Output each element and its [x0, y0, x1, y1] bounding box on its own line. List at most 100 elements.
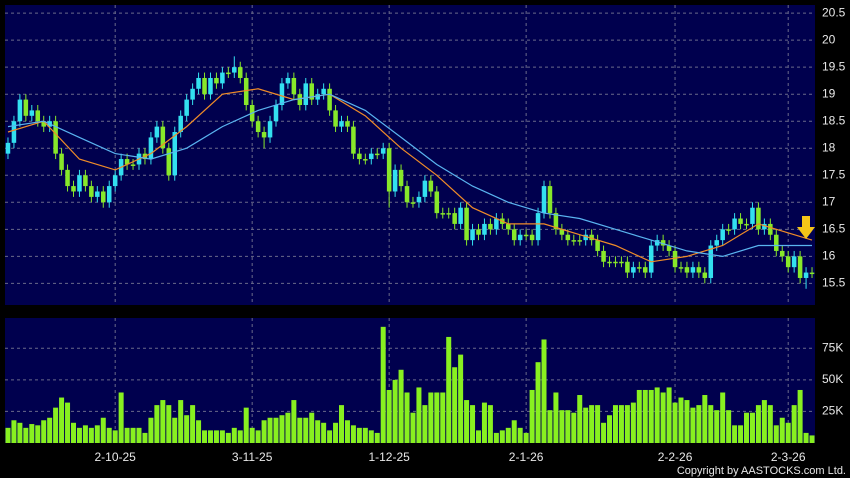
- volume-bar: [702, 395, 708, 443]
- candle-body: [446, 213, 451, 215]
- volume-bar: [714, 410, 720, 443]
- candle-body: [660, 240, 666, 246]
- volume-bar: [535, 362, 541, 443]
- volume-bar: [237, 430, 243, 443]
- volume-bar: [726, 410, 732, 443]
- volume-bar: [124, 427, 130, 443]
- volume-bar: [368, 430, 374, 443]
- volume-bar: [452, 367, 458, 443]
- volume-bar: [678, 397, 684, 443]
- volume-bar: [374, 432, 380, 443]
- candle-body: [631, 267, 636, 273]
- candle-body: [297, 94, 303, 105]
- y-tick-label: 18.5: [822, 113, 846, 127]
- volume-bar: [481, 402, 487, 443]
- volume-bar: [749, 412, 755, 443]
- candle-body: [95, 191, 100, 197]
- volume-bar: [785, 422, 791, 443]
- volume-bar: [261, 420, 267, 443]
- candle-body: [696, 267, 702, 273]
- y-tick-label: 16: [822, 249, 836, 263]
- candle-body: [386, 148, 392, 192]
- candle-body: [237, 67, 243, 78]
- candle-body: [637, 267, 642, 269]
- candle-body: [601, 250, 606, 262]
- volume-bar: [130, 427, 136, 443]
- candle-body: [690, 267, 696, 273]
- candle-body: [327, 88, 332, 111]
- candle-body: [756, 207, 761, 230]
- candle-body: [750, 207, 755, 224]
- volume-bar: [708, 405, 714, 443]
- volume-bar: [630, 402, 636, 443]
- volume-bar: [285, 412, 291, 443]
- volume-bar: [416, 387, 422, 443]
- candle-body: [595, 240, 600, 251]
- candle-body: [279, 83, 285, 105]
- candle-body: [785, 256, 791, 268]
- volume-bar: [172, 417, 178, 443]
- volume-bar: [761, 400, 767, 443]
- volume-bar: [29, 424, 35, 443]
- candle-body: [458, 207, 463, 224]
- candle-body: [488, 223, 493, 230]
- candle-body: [232, 67, 237, 73]
- volume-bar: [154, 405, 160, 443]
- candle-body: [106, 186, 112, 203]
- volume-bar: [53, 407, 59, 443]
- candle-body: [529, 234, 535, 241]
- candle-body: [797, 256, 803, 278]
- candle-body: [148, 137, 154, 160]
- candle-body: [321, 88, 326, 95]
- candle-body: [422, 180, 428, 197]
- candle-body: [779, 250, 785, 257]
- candle-body: [291, 77, 297, 95]
- volume-bar: [178, 400, 184, 443]
- volume-bar: [660, 392, 666, 443]
- volume-bar: [547, 410, 553, 443]
- volume-bar: [279, 415, 285, 443]
- candle-body: [517, 234, 523, 241]
- y-tick-label: 15.5: [822, 276, 846, 290]
- volume-bar: [76, 427, 82, 443]
- candle-body: [380, 148, 386, 154]
- volume-bar: [148, 417, 154, 443]
- volume-bar: [196, 420, 202, 443]
- candle-body: [178, 115, 183, 133]
- volume-bar: [565, 410, 571, 443]
- volume-bar: [636, 389, 642, 443]
- candle-body: [83, 175, 88, 187]
- candle-body: [404, 186, 410, 203]
- candle-body: [523, 234, 529, 237]
- volume-bar: [511, 420, 517, 443]
- volume-bar: [553, 392, 559, 443]
- candle-body: [541, 186, 547, 214]
- candle-body: [53, 121, 58, 154]
- volume-bar: [434, 392, 440, 443]
- candle-body: [434, 191, 440, 214]
- candle-body: [267, 121, 273, 138]
- volume-bar: [779, 417, 785, 443]
- candle-body: [261, 132, 267, 138]
- candle-body: [684, 267, 690, 273]
- volume-bar: [41, 420, 47, 443]
- candle-body: [547, 186, 553, 214]
- candle-body: [154, 126, 160, 138]
- candle-body: [273, 105, 279, 122]
- candle-body: [774, 234, 779, 251]
- volume-bar: [100, 417, 106, 443]
- candle-body: [738, 218, 743, 224]
- volume-bar: [499, 430, 505, 443]
- volume-bar: [112, 430, 118, 443]
- volume-bar: [333, 422, 339, 443]
- candle-body: [374, 153, 380, 156]
- candle-body: [172, 132, 178, 176]
- volume-bar: [505, 427, 511, 443]
- candle-body: [226, 72, 231, 75]
- candle-body: [732, 218, 737, 230]
- candle-body: [160, 126, 166, 149]
- candle-body: [184, 99, 189, 116]
- volume-bar: [601, 422, 607, 443]
- volume-bar: [624, 405, 630, 443]
